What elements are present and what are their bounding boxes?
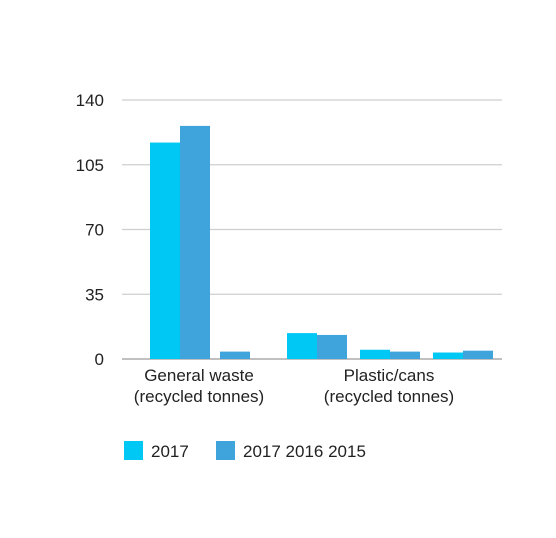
- bar: [317, 334, 347, 359]
- y-tick-label: 35: [85, 285, 104, 304]
- bar: [433, 352, 463, 359]
- bar: [220, 351, 250, 359]
- y-tick-label: 140: [76, 91, 104, 110]
- bar: [390, 351, 420, 359]
- category-label: General waste (recycled tonnes): [134, 366, 264, 406]
- legend-swatch: [124, 441, 143, 460]
- y-tick-label: 70: [85, 221, 104, 240]
- bar: [180, 125, 210, 360]
- y-axis-tick-labels: 0 35 70 105 140: [76, 91, 104, 369]
- bar: [287, 333, 317, 359]
- legend-label: 2017: [151, 442, 189, 461]
- legend-label: 2017 2016 2015: [243, 442, 366, 461]
- y-tick-label: 0: [95, 350, 104, 369]
- y-tick-label: 105: [76, 156, 104, 175]
- legend-swatch: [216, 441, 235, 460]
- bars: [150, 125, 493, 360]
- bar: [463, 350, 493, 359]
- legend: 2017 2017 2016 2015: [124, 441, 366, 461]
- category-labels: General waste (recycled tonnes) Plastic/ca…: [134, 366, 454, 406]
- category-label: Plastic/cans (recycled tonnes): [324, 366, 454, 406]
- bar: [360, 349, 390, 359]
- bar: [150, 142, 180, 359]
